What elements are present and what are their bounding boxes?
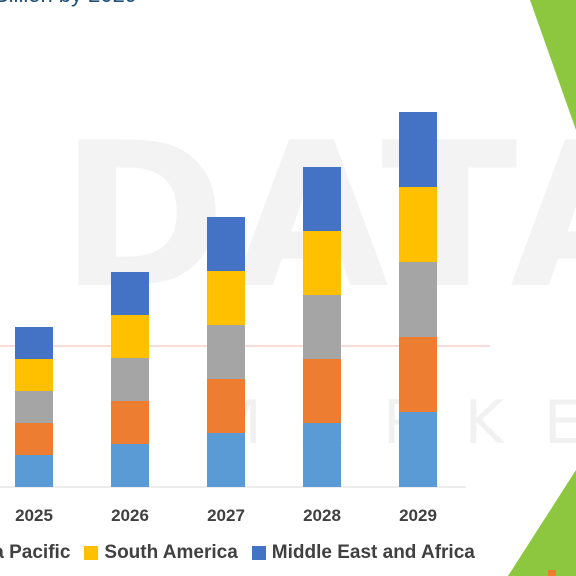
- x-tick-label-2025: 2025: [15, 506, 53, 525]
- bar-segment-2026-series-2: [111, 401, 149, 444]
- legend-label-asia-pacific: ia Pacific: [0, 542, 71, 563]
- bar-segment-2027-series-4: [207, 271, 245, 325]
- bar-segment-2026-series-5: [111, 272, 149, 315]
- legend-item-middle-east-africa: Middle East and Africa: [251, 542, 475, 564]
- bar-segment-2027-series-2: [207, 379, 245, 433]
- x-tick-label-2029: 2029: [399, 506, 437, 525]
- bar-segment-2028-series-2: [303, 359, 341, 423]
- bar-segment-2029-series-5: [399, 112, 437, 187]
- legend-swatch-middle-east-africa: [251, 546, 266, 560]
- bar-segment-2025-series-1: [15, 455, 53, 487]
- bar-segment-2028-series-4: [303, 231, 341, 295]
- bar-segment-2025-series-2: [15, 423, 53, 455]
- legend-swatch-south-america: [84, 546, 99, 560]
- x-tick-label-2028: 2028: [303, 506, 341, 525]
- green-corner-bottom-right: [508, 470, 576, 576]
- bar-segment-2029-series-2: [399, 337, 437, 412]
- legend-label-middle-east-africa: Middle East and Africa: [271, 542, 475, 563]
- bar-segment-2028-series-3: [303, 295, 341, 359]
- bar-segment-2026-series-3: [111, 358, 149, 401]
- chart-title: Billion by 2029: [0, 0, 137, 8]
- bar-segment-2029-series-3: [399, 262, 437, 337]
- watermark-sub: MARKET: [210, 388, 576, 458]
- bar-segment-2025-series-4: [15, 359, 53, 391]
- bar-segment-2025-series-3: [15, 391, 53, 423]
- legend-item-asia-pacific: ia Pacific: [0, 542, 70, 564]
- orange-corner-mark: [548, 570, 556, 576]
- legend-label-south-america: South America: [104, 542, 238, 563]
- chart-legend: ia Pacific South America Middle East and…: [0, 542, 489, 564]
- bar-segment-2025-series-5: [15, 327, 53, 359]
- bar-segment-2027-series-1: [207, 433, 245, 487]
- green-corner-top-right: [530, 0, 576, 130]
- bar-segment-2027-series-5: [207, 217, 245, 271]
- x-tick-label-2026: 2026: [111, 506, 149, 525]
- bar-segment-2029-series-1: [399, 412, 437, 487]
- legend-item-south-america: South America: [84, 542, 238, 564]
- bar-segment-2028-series-5: [303, 167, 341, 231]
- bar-segment-2026-series-1: [111, 444, 149, 487]
- bar-segment-2027-series-3: [207, 325, 245, 379]
- x-tick-label-2027: 2027: [207, 506, 245, 525]
- bar-segment-2029-series-4: [399, 187, 437, 262]
- bar-segment-2026-series-4: [111, 315, 149, 358]
- bar-segment-2028-series-1: [303, 423, 341, 487]
